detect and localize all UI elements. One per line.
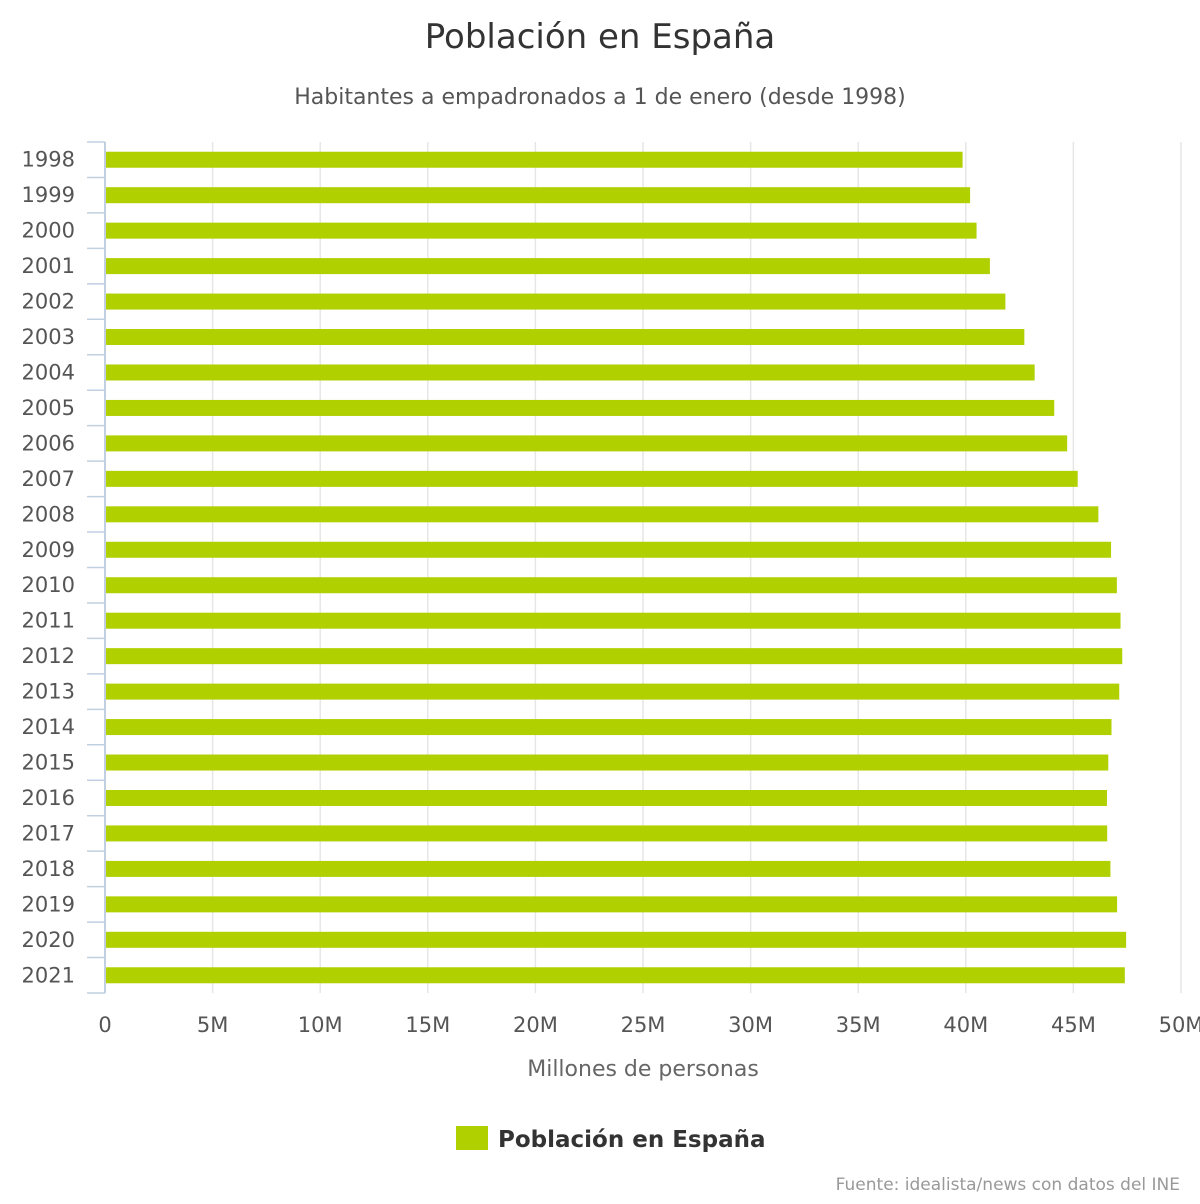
y-tick-label: 2004 <box>22 360 75 384</box>
x-tick-label: 40M <box>943 1013 988 1037</box>
bars <box>106 151 1127 984</box>
bar <box>106 187 971 204</box>
chart-subtitle: Habitantes a empadronados a 1 de enero (… <box>294 85 906 110</box>
y-tick-label: 2012 <box>22 644 75 668</box>
y-tick-label: 1999 <box>22 183 75 207</box>
y-axis: 1998 1999 2000 2001 2002 2003 2004 2005 2006 2007… <box>22 141 106 994</box>
y-tick-label: 2016 <box>22 786 75 810</box>
x-tick-label: 20M <box>513 1013 558 1037</box>
y-tick-label: 2011 <box>22 609 75 633</box>
bar <box>106 258 990 275</box>
y-tick-label: 2014 <box>22 715 75 739</box>
legend[interactable]: Población en España <box>456 1126 766 1153</box>
bar <box>106 293 1006 310</box>
bar <box>106 577 1117 594</box>
bar <box>106 789 1107 806</box>
grid-lines <box>211 142 1182 993</box>
x-tick-label: 50M <box>1159 1013 1200 1037</box>
x-tick-label: 15M <box>405 1013 450 1037</box>
y-tick-label: 2005 <box>22 396 75 420</box>
credits[interactable]: Fuente: idealista/news con datos del INE <box>836 1175 1180 1195</box>
bar <box>106 719 1112 736</box>
y-tick-label: 2002 <box>22 290 75 314</box>
bar <box>106 329 1025 346</box>
legend-swatch <box>456 1126 488 1150</box>
y-tick-label: 2008 <box>22 502 75 526</box>
bar <box>106 470 1078 487</box>
y-tick-label: 2015 <box>22 751 75 775</box>
bar <box>106 825 1108 842</box>
bar <box>106 506 1099 523</box>
legend-label[interactable]: Población en España <box>498 1127 766 1153</box>
y-tick-label: 2009 <box>22 538 75 562</box>
y-tick-label: 2001 <box>22 254 75 278</box>
y-tick-label: 2010 <box>22 573 75 597</box>
y-tick-label: 2020 <box>22 928 75 952</box>
bar <box>106 860 1111 877</box>
y-tick-label: 2021 <box>22 963 75 987</box>
bar <box>106 896 1118 913</box>
y-tick-label: 2006 <box>22 431 75 455</box>
x-tick-label: 5M <box>197 1013 228 1037</box>
y-tick-label: 2003 <box>22 325 75 349</box>
bar <box>106 967 1125 984</box>
x-tick-label: 35M <box>836 1013 881 1037</box>
x-tick-label: 0 <box>98 1013 111 1037</box>
bar <box>106 435 1068 452</box>
bar <box>106 151 963 168</box>
y-tick-label: 1998 <box>22 148 75 172</box>
bar <box>106 364 1035 381</box>
bar <box>106 683 1120 700</box>
x-tick-label: 30M <box>728 1013 773 1037</box>
x-axis: 0 5M 10M 15M 20M 25M 30M 35M 40M 45M 50M <box>98 1013 1200 1037</box>
x-tick-label: 25M <box>621 1013 666 1037</box>
y-tick-label: 2019 <box>22 892 75 916</box>
bar <box>106 222 977 239</box>
x-tick-label: 45M <box>1051 1013 1096 1037</box>
bar <box>106 612 1121 629</box>
bar <box>106 754 1109 771</box>
y-tick-label: 2007 <box>22 467 75 491</box>
chart-title: Población en España <box>425 17 776 57</box>
bar <box>106 931 1127 948</box>
bar <box>106 648 1123 665</box>
y-tick-label: 2013 <box>22 680 75 704</box>
x-axis-label: Millones de personas <box>527 1057 759 1082</box>
y-tick-label: 2000 <box>22 219 75 243</box>
y-tick-label: 2018 <box>22 857 75 881</box>
bar <box>106 541 1112 558</box>
x-tick-label: 10M <box>298 1013 343 1037</box>
y-tick-label: 2017 <box>22 821 75 845</box>
bar <box>106 399 1055 416</box>
